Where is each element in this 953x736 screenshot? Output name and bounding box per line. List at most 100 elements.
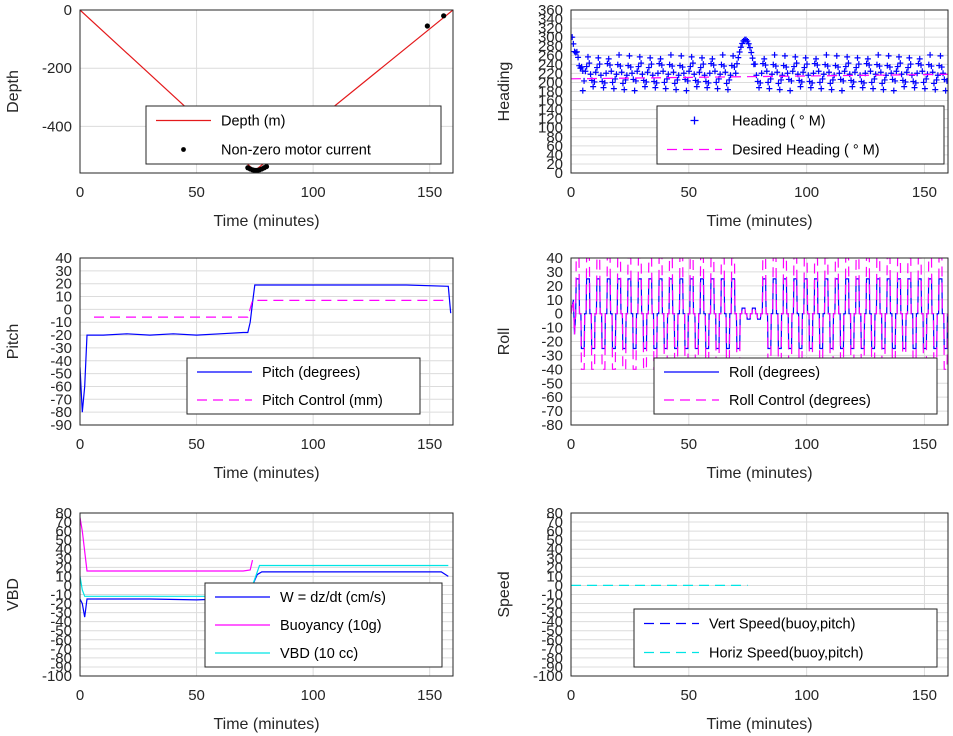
y-tick-label: 40	[55, 250, 72, 267]
data-point	[424, 23, 430, 29]
y-tick-label: 20	[546, 559, 563, 576]
data-point	[866, 62, 873, 69]
data-point	[726, 76, 733, 83]
data-point	[584, 53, 591, 60]
legend-label: Roll Control (degrees)	[729, 393, 871, 409]
x-axis-label: Time (minutes)	[706, 465, 812, 482]
data-point	[784, 70, 791, 77]
data-point	[601, 79, 608, 86]
data-point	[880, 86, 887, 93]
data-point	[833, 52, 840, 59]
data-point	[876, 63, 883, 70]
series-line	[94, 299, 449, 318]
y-tick-label: 20	[55, 559, 72, 576]
data-point	[705, 79, 712, 86]
data-point	[696, 69, 703, 76]
y-tick-label: 20	[546, 278, 563, 295]
y-tick-label: -80	[50, 650, 72, 667]
y-tick-label: -200	[42, 60, 72, 77]
data-point	[699, 54, 706, 61]
data-point	[632, 77, 639, 84]
series-line	[80, 284, 452, 413]
y-tick-label: 40	[55, 541, 72, 558]
data-point	[875, 51, 882, 58]
x-tick-label: 50	[680, 436, 697, 453]
data-point	[918, 62, 925, 69]
y-tick-label: -100	[533, 668, 563, 685]
data-point	[582, 68, 589, 75]
data-point	[867, 68, 874, 75]
data-point	[868, 79, 875, 86]
data-point	[724, 86, 731, 93]
data-point	[895, 53, 902, 60]
legend-label: Pitch Control (mm)	[262, 393, 383, 409]
data-point	[844, 53, 851, 60]
data-point	[881, 76, 888, 83]
x-tick-label: 150	[417, 436, 442, 453]
y-tick-label: -50	[541, 623, 563, 640]
series-heading-0	[571, 34, 948, 94]
data-point	[898, 71, 905, 78]
data-point	[916, 55, 923, 62]
data-point	[575, 54, 582, 61]
data-point	[890, 87, 897, 94]
y-tick-label: 40	[546, 250, 563, 267]
y-tick-label: 300	[538, 29, 563, 46]
data-point	[789, 68, 796, 75]
axes-frame	[570, 512, 949, 677]
x-tick-label: 50	[680, 687, 697, 704]
y-tick-label: -70	[50, 391, 72, 408]
data-point	[778, 76, 785, 83]
data-point	[609, 79, 616, 86]
y-tick-label: 280	[538, 38, 563, 55]
data-point	[693, 83, 700, 90]
y-tick-label: 20	[546, 156, 563, 173]
y-tick-label: 0	[64, 2, 72, 19]
legend-label: Desired Heading ( ° M)	[732, 143, 880, 159]
data-point	[638, 60, 645, 67]
data-point	[603, 70, 610, 77]
series-line	[571, 258, 948, 370]
data-point	[776, 86, 783, 93]
data-point	[680, 70, 687, 77]
data-point	[919, 68, 926, 75]
axes-frame	[570, 9, 949, 174]
data-point	[717, 71, 724, 78]
y-tick-label: 40	[546, 541, 563, 558]
y-tick-label: 160	[538, 93, 563, 110]
data-point	[711, 68, 718, 75]
data-point	[819, 75, 826, 82]
data-point	[771, 51, 778, 58]
data-point	[814, 62, 821, 69]
legend-label: Heading ( ° M)	[732, 114, 826, 130]
y-tick-label: -10	[50, 314, 72, 331]
data-point	[903, 69, 910, 76]
data-point	[933, 76, 940, 83]
y-tick-label: 100	[538, 120, 563, 137]
y-axis-label: Pitch	[5, 324, 22, 360]
data-point	[627, 64, 634, 71]
data-point	[912, 79, 919, 86]
data-point	[691, 71, 698, 78]
data-point	[826, 69, 833, 76]
data-point	[665, 71, 672, 78]
data-point	[763, 68, 770, 75]
data-point	[613, 71, 620, 78]
series-depth-1	[245, 13, 447, 173]
data-point	[851, 69, 858, 76]
y-tick-label: 70	[55, 514, 72, 531]
x-tick-label: 0	[76, 184, 84, 201]
y-axis-label: Roll	[496, 328, 513, 356]
y-tick-label: -60	[50, 378, 72, 395]
data-point	[932, 86, 939, 93]
data-point	[849, 83, 856, 90]
data-point	[587, 71, 594, 78]
data-point	[722, 69, 729, 76]
data-point	[612, 75, 619, 82]
data-point	[749, 55, 756, 62]
data-point	[684, 77, 691, 84]
data-point	[687, 63, 694, 70]
data-point	[855, 61, 862, 68]
data-point	[263, 163, 270, 170]
